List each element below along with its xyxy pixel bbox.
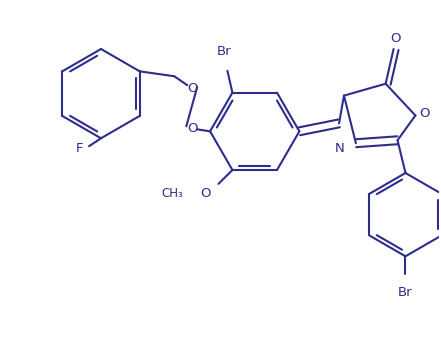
Text: O: O <box>187 82 198 95</box>
Text: O: O <box>200 187 211 200</box>
Text: O: O <box>187 122 198 135</box>
Text: Br: Br <box>217 45 232 58</box>
Text: O: O <box>390 32 401 45</box>
Text: N: N <box>335 142 345 155</box>
Text: O: O <box>419 107 430 120</box>
Text: Br: Br <box>398 286 413 299</box>
Text: CH₃: CH₃ <box>161 187 183 200</box>
Text: F: F <box>75 142 83 155</box>
